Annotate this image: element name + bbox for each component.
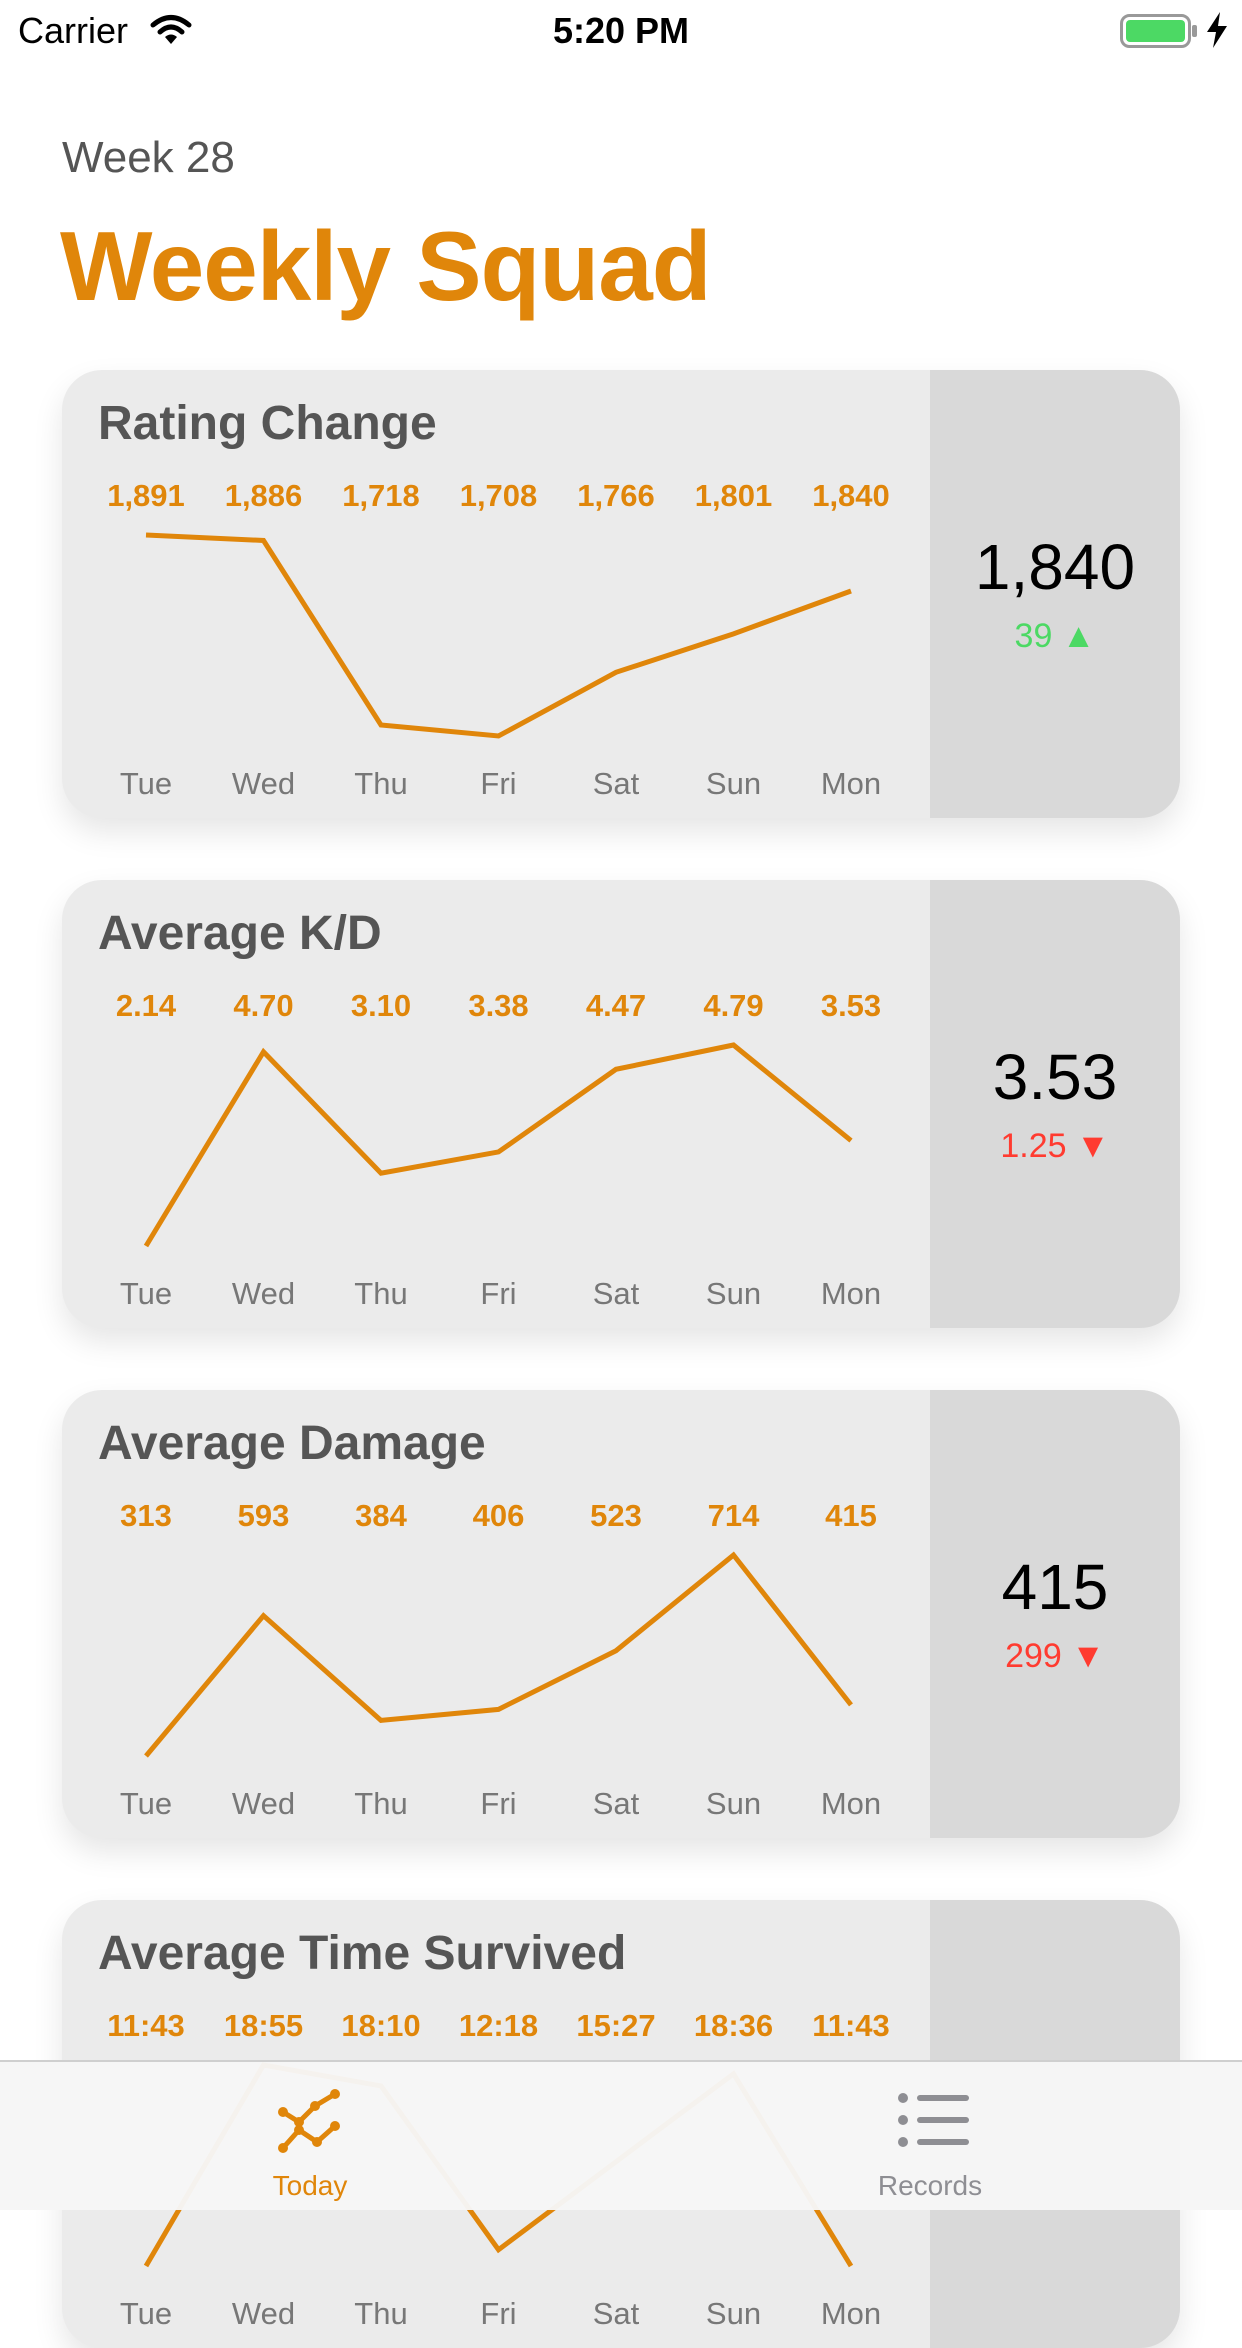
x-tick-label: Fri xyxy=(480,1786,516,1821)
x-tick-label: Sun xyxy=(706,1276,761,1311)
x-tick-label: Thu xyxy=(354,2296,407,2331)
data-label: 18:36 xyxy=(694,2008,773,2043)
x-tick-label: Mon xyxy=(821,1276,881,1311)
wifi-icon xyxy=(150,15,192,44)
data-label: 15:27 xyxy=(576,2008,655,2043)
data-label: 2.14 xyxy=(116,988,177,1023)
card-summary: 1,840 39 ▲ xyxy=(930,370,1180,818)
x-tick-label: Tue xyxy=(120,1276,172,1311)
data-label: 3.38 xyxy=(468,988,528,1023)
current-value: 1,840 xyxy=(974,531,1136,603)
card-title: Average K/D xyxy=(98,907,382,960)
x-tick-label: Sat xyxy=(593,1276,640,1311)
series-line xyxy=(145,532,852,739)
data-label: 4.79 xyxy=(703,988,763,1023)
data-label: 406 xyxy=(473,1498,525,1533)
x-tick-label: Sat xyxy=(593,2296,640,2331)
tab-today[interactable]: Today xyxy=(160,2062,460,2210)
x-tick-label: Thu xyxy=(354,766,407,801)
data-label: 1,708 xyxy=(460,478,538,513)
x-tick-label: Wed xyxy=(232,1786,295,1821)
data-label: 523 xyxy=(590,1498,642,1533)
data-label: 1,718 xyxy=(342,478,420,513)
data-label: 1,840 xyxy=(812,478,890,513)
data-label: 593 xyxy=(238,1498,290,1533)
x-tick-label: Tue xyxy=(120,1786,172,1821)
charging-bolt-icon xyxy=(1207,12,1227,48)
tab-label: Records xyxy=(877,2170,983,2201)
data-label: 3.10 xyxy=(351,988,411,1023)
card-title: Average Time Survived xyxy=(98,1927,627,1980)
data-label: 18:10 xyxy=(341,2008,420,2043)
x-tick-label: Sun xyxy=(706,1786,761,1821)
data-label: 4.70 xyxy=(233,988,293,1023)
delta-value: 39 ▲ xyxy=(1014,617,1096,655)
rating-change-chart: 1,891 Tue 1,886 Wed 1,718 Thu 1,708 Fri 1,766 Sat… xyxy=(107,478,890,801)
current-value: 3.53 xyxy=(992,1041,1118,1113)
card-summary: 3.53 1.25 ▼ xyxy=(930,880,1180,1328)
clock: 5:20 PM xyxy=(552,10,690,51)
data-label: 313 xyxy=(120,1498,172,1533)
x-tick-label: Wed xyxy=(232,2296,295,2331)
series-line xyxy=(143,1042,853,1248)
status-bar: Carrier 5:20 PM xyxy=(0,0,1242,60)
x-tick-label: Wed xyxy=(232,1276,295,1311)
x-tick-label: Fri xyxy=(480,1276,516,1311)
x-tick-label: Mon xyxy=(821,2296,881,2331)
average-kd-card[interactable]: 2.14 Tue 4.70 Wed 3.10 Thu 3.38 Fri 4.47 Sat 4.79 S… xyxy=(62,880,1180,1328)
average-damage-card[interactable]: 313 Tue 593 Wed 384 Thu 406 Fri 523 Sat 714 Sun 415 M… xyxy=(62,1390,1180,1838)
data-label: 1,886 xyxy=(225,478,303,513)
data-label: 415 xyxy=(825,1498,877,1533)
x-tick-label: Fri xyxy=(480,2296,516,2331)
page-title: Weekly Squad xyxy=(60,211,712,321)
current-value: 415 xyxy=(1001,1551,1109,1623)
x-tick-label: Wed xyxy=(232,766,295,801)
data-label: 4.47 xyxy=(586,988,646,1023)
data-label: 3.53 xyxy=(821,988,881,1023)
battery-icon xyxy=(1120,14,1197,48)
card-summary: 415 299 ▼ xyxy=(930,1390,1180,1838)
series-line xyxy=(144,1551,853,1758)
average-kd-chart: 2.14 Tue 4.70 Wed 3.10 Thu 3.38 Fri 4.47 Sat 4.79 S… xyxy=(116,988,881,1311)
x-tick-label: Fri xyxy=(480,766,516,801)
x-tick-label: Sat xyxy=(593,766,640,801)
x-tick-label: Sun xyxy=(706,2296,761,2331)
card-title: Average Damage xyxy=(98,1417,486,1470)
list-icon xyxy=(898,2093,969,2147)
tab-bar: Today Records xyxy=(0,2060,1242,2210)
average-damage-chart: 313 Tue 593 Wed 384 Thu 406 Fri 523 Sat 714 Sun 415 M… xyxy=(120,1498,881,1821)
delta-value: 1.25 ▼ xyxy=(1000,1127,1110,1165)
data-label: 1,766 xyxy=(577,478,655,513)
x-tick-label: Tue xyxy=(120,766,172,801)
data-label: 11:43 xyxy=(812,2008,890,2043)
data-label: 1,801 xyxy=(695,478,773,513)
chart-line-icon xyxy=(278,2089,340,2153)
data-label: 714 xyxy=(708,1498,760,1533)
data-label: 18:55 xyxy=(224,2008,303,2043)
x-tick-label: Tue xyxy=(120,2296,172,2331)
tab-label: Today xyxy=(272,2170,348,2201)
data-label: 11:43 xyxy=(107,2008,185,2043)
x-tick-label: Sat xyxy=(593,1786,640,1821)
x-tick-label: Mon xyxy=(821,1786,881,1821)
data-label: 384 xyxy=(355,1498,407,1533)
rating-change-card[interactable]: 1,891 Tue 1,886 Wed 1,718 Thu 1,708 Fri 1,766 Sat… xyxy=(62,370,1180,818)
x-tick-label: Thu xyxy=(354,1786,407,1821)
x-tick-label: Mon xyxy=(821,766,881,801)
x-tick-label: Thu xyxy=(354,1276,407,1311)
x-tick-label: Sun xyxy=(706,766,761,801)
data-label: 1,891 xyxy=(107,478,185,513)
card-title: Rating Change xyxy=(98,397,437,450)
delta-value: 299 ▼ xyxy=(1005,1637,1105,1675)
data-label: 12:18 xyxy=(459,2008,538,2043)
carrier-label: Carrier xyxy=(18,10,129,51)
tab-records[interactable]: Records xyxy=(780,2062,1080,2210)
week-label: Week 28 xyxy=(62,133,235,182)
